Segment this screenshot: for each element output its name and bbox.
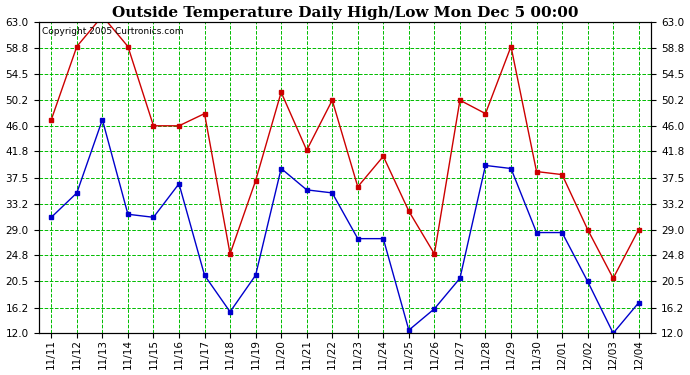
- Title: Outside Temperature Daily High/Low Mon Dec 5 00:00: Outside Temperature Daily High/Low Mon D…: [112, 6, 578, 20]
- Text: Copyright 2005 Curtronics.com: Copyright 2005 Curtronics.com: [41, 27, 183, 36]
